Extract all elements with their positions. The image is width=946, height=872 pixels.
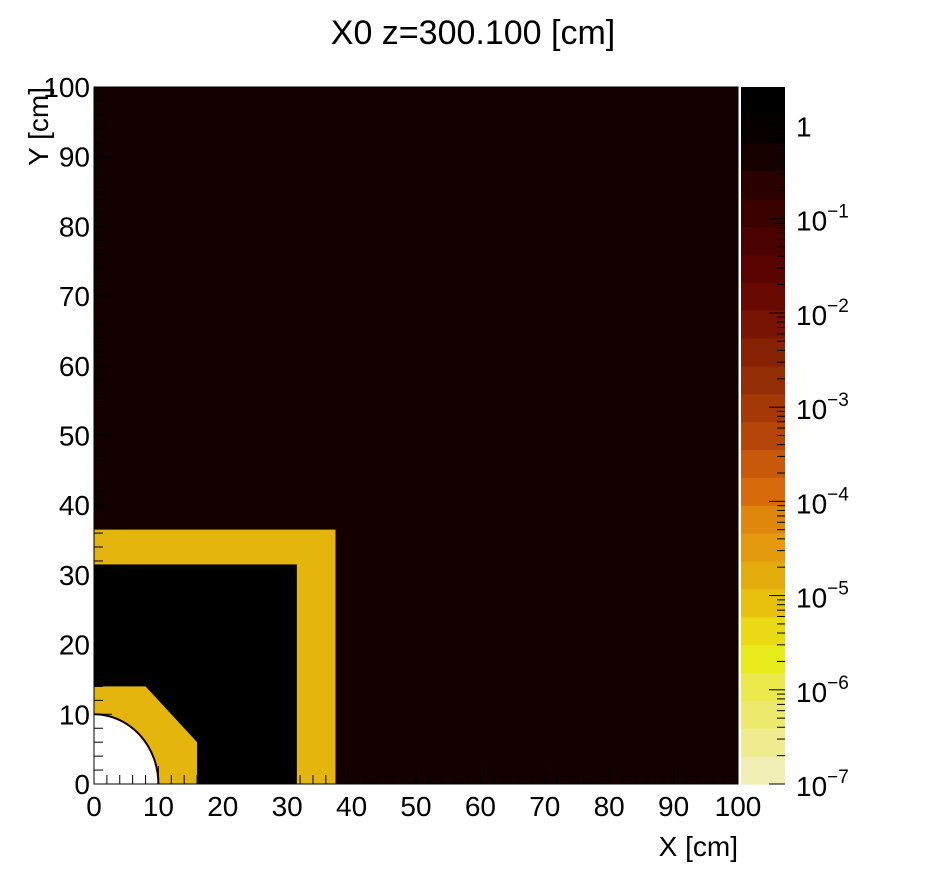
palette-band [741, 672, 785, 701]
palette-band [741, 449, 785, 478]
y-tick-label: 70 [59, 281, 90, 312]
palette-label: 10−6 [796, 673, 849, 708]
palette-label-exponent: −4 [827, 484, 849, 505]
y-tick-label: 80 [59, 211, 90, 242]
palette-label: 10−7 [796, 767, 849, 802]
palette-label: 10−5 [796, 579, 849, 614]
palette-band [741, 756, 785, 785]
x-tick-label: 50 [400, 791, 431, 822]
palette-band [741, 728, 785, 757]
y-tick-label: 10 [59, 699, 90, 730]
y-tick-label: 100 [43, 72, 90, 103]
x-axis-label: X [cm] [659, 831, 738, 862]
y-tick-label: 20 [59, 630, 90, 661]
y-tick-label: 90 [59, 142, 90, 173]
y-axis-label: Y [cm] [23, 87, 54, 166]
palette-band [741, 365, 785, 395]
x-tick-label: 90 [658, 791, 689, 822]
y-tick-label: 30 [59, 560, 90, 591]
palette-label: 1 [796, 111, 812, 142]
palette-band [741, 254, 785, 283]
x-axis-tick-labels: 0 10 20 30 40 50 60 70 80 90 100 [86, 791, 761, 822]
y-axis-tick-labels: 0 10 20 30 40 50 60 70 80 90 100 [43, 72, 90, 800]
palette-band [741, 644, 785, 674]
palette-band [741, 505, 785, 534]
palette-band [741, 282, 785, 311]
y-axis-ticks [94, 86, 112, 785]
x-tick-label: 100 [715, 791, 762, 822]
palette-label: 10−4 [796, 484, 849, 519]
palette-band [741, 170, 785, 200]
x-tick-label: 20 [207, 791, 238, 822]
palette-label-exponent: −1 [827, 202, 849, 223]
x-tick-label: 80 [594, 791, 625, 822]
palette-label-exponent: −6 [827, 673, 849, 694]
x-tick-label: 10 [143, 791, 174, 822]
palette-label-exponent: −2 [827, 296, 849, 317]
color-palette-labels: 1 10−1 10−2 10−3 10−4 10−5 10−6 10−7 [796, 111, 849, 802]
x-tick-label: 70 [529, 791, 560, 822]
chart-title: X0 z=300.100 [cm] [331, 14, 615, 52]
palette-label: 10−3 [796, 390, 849, 425]
palette-band [741, 87, 785, 116]
y-tick-label: 0 [74, 769, 90, 800]
y-tick-label: 40 [59, 490, 90, 521]
palette-band [741, 198, 785, 227]
plot-area [94, 87, 738, 784]
palette-label-exponent: −3 [827, 390, 849, 411]
x-tick-label: 30 [272, 791, 303, 822]
palette-label: 10−2 [796, 296, 849, 331]
palette-band [741, 142, 785, 172]
x-tick-label: 0 [86, 791, 102, 822]
color-palette [741, 87, 785, 785]
palette-band [741, 588, 785, 618]
palette-band [741, 560, 785, 590]
palette-band [741, 616, 785, 646]
palette-band [741, 533, 785, 562]
palette-band [741, 700, 785, 729]
y-tick-label: 50 [59, 421, 90, 452]
palette-label: 10−1 [796, 202, 849, 237]
palette-label-exponent: −5 [827, 579, 849, 600]
palette-label-exponent: −7 [827, 767, 849, 788]
x-tick-label: 60 [465, 791, 496, 822]
palette-band [741, 226, 785, 255]
x-tick-label: 40 [336, 791, 367, 822]
palette-band [741, 337, 785, 367]
x-axis-ticks [93, 766, 739, 784]
y-tick-label: 60 [59, 351, 90, 382]
palette-band [741, 393, 785, 423]
